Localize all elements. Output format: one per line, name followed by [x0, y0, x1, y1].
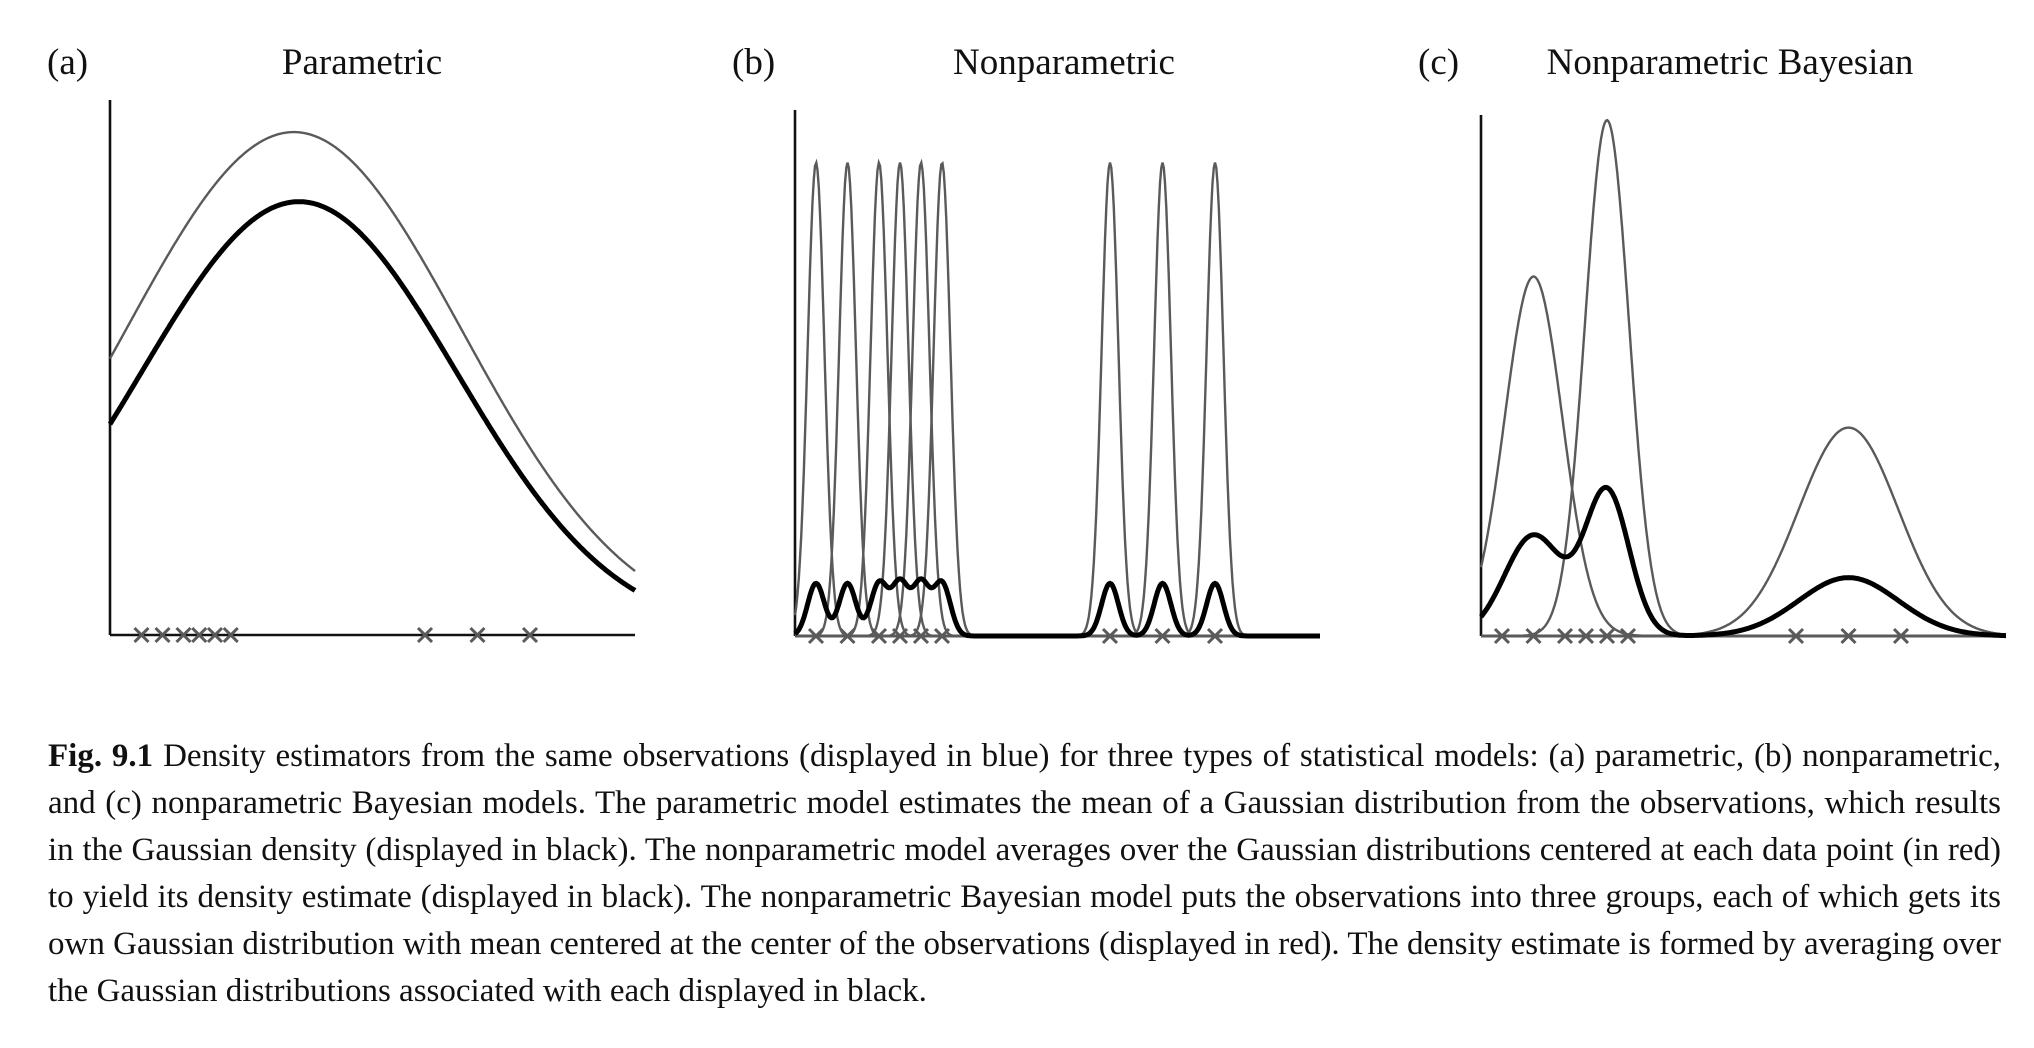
panel-a-title: Parametric: [282, 42, 442, 83]
panel-c-x-mark-icon-9: [1892, 627, 1910, 645]
panel-a-x-mark-icon-6: [222, 626, 239, 644]
figure-label: Fig. 9.1: [48, 738, 154, 774]
panel-c-group-3: [1481, 426, 2007, 638]
panel-c-x-mark-icon-5: [1598, 627, 1616, 645]
figure-caption-text: Density estimators from the same observa…: [48, 738, 2002, 1009]
panel-c: (c) Nonparametric Bayesian: [1418, 42, 2007, 645]
panel-c-x-mark-icon-7: [1787, 627, 1805, 645]
panel-a-plot: [107, 130, 637, 644]
figure-caption: Fig. 9.1 Density estimators from the same…: [48, 733, 2001, 1015]
panel-a-x-mark-icon-2: [154, 626, 171, 644]
panel-b-x-mark-icon-3: [870, 627, 888, 645]
panel-b-x-mark-icon-7: [1101, 627, 1119, 645]
panel-a-letter: (a): [47, 42, 88, 83]
panel-b-x-mark-icon-9: [1206, 627, 1224, 645]
panel-c-x-mark-icon-4: [1577, 627, 1595, 645]
panel-a-series-thin-gray: [108, 130, 636, 573]
panel-a-x-mark-icon-8: [469, 626, 486, 644]
panel-b-title: Nonparametric: [953, 42, 1175, 83]
panel-b-x-mark-icon-4: [891, 627, 909, 645]
panel-b-x-mark-icon-5: [912, 627, 930, 645]
figure: (a) Parametric (b) Nonparametric (c) Non…: [47, 42, 2007, 645]
panel-a-x-mark-icon-7: [416, 626, 434, 644]
panel-a-series-thick-black: [107, 199, 637, 593]
panel-b-x-mark-icon-1: [807, 627, 825, 645]
panel-b-density-estimate: [793, 576, 1320, 639]
panel-b-x-mark-icon-6: [933, 627, 951, 645]
panel-c-x-mark-icon-8: [1840, 627, 1857, 645]
panel-c-plot: [1479, 118, 2007, 645]
panel-b-x-mark-icon-2: [839, 627, 856, 645]
panel-c-group-2: [1481, 118, 2006, 638]
panel-c-x-mark-icon-6: [1619, 627, 1637, 645]
panel-c-letter: (c): [1418, 42, 1459, 83]
panel-c-x-mark-icon-2: [1525, 627, 1542, 645]
panel-c-x-mark-icon-3: [1556, 627, 1574, 645]
panel-b-letter: (b): [732, 42, 775, 83]
panel-c-density-estimate: [1479, 484, 2006, 639]
panel-b-x-mark-icon-8: [1154, 627, 1171, 645]
panel-a-x-mark-icon-5: [206, 626, 224, 644]
panel-b: (b) Nonparametric: [732, 42, 1320, 645]
panel-c-x-mark-icon-1: [1493, 627, 1511, 645]
panel-a-x-mark-icon-4: [191, 626, 208, 644]
panel-b-plot: [793, 158, 1320, 645]
panel-a-x-mark-icon-1: [133, 626, 150, 644]
panel-b-kernel-3: [795, 158, 1320, 638]
panel-a-x-mark-icon-3: [175, 626, 192, 644]
panel-a: (a) Parametric: [47, 42, 637, 644]
panel-c-title: Nonparametric Bayesian: [1547, 42, 1914, 83]
panel-a-x-mark-icon-9: [521, 626, 539, 644]
